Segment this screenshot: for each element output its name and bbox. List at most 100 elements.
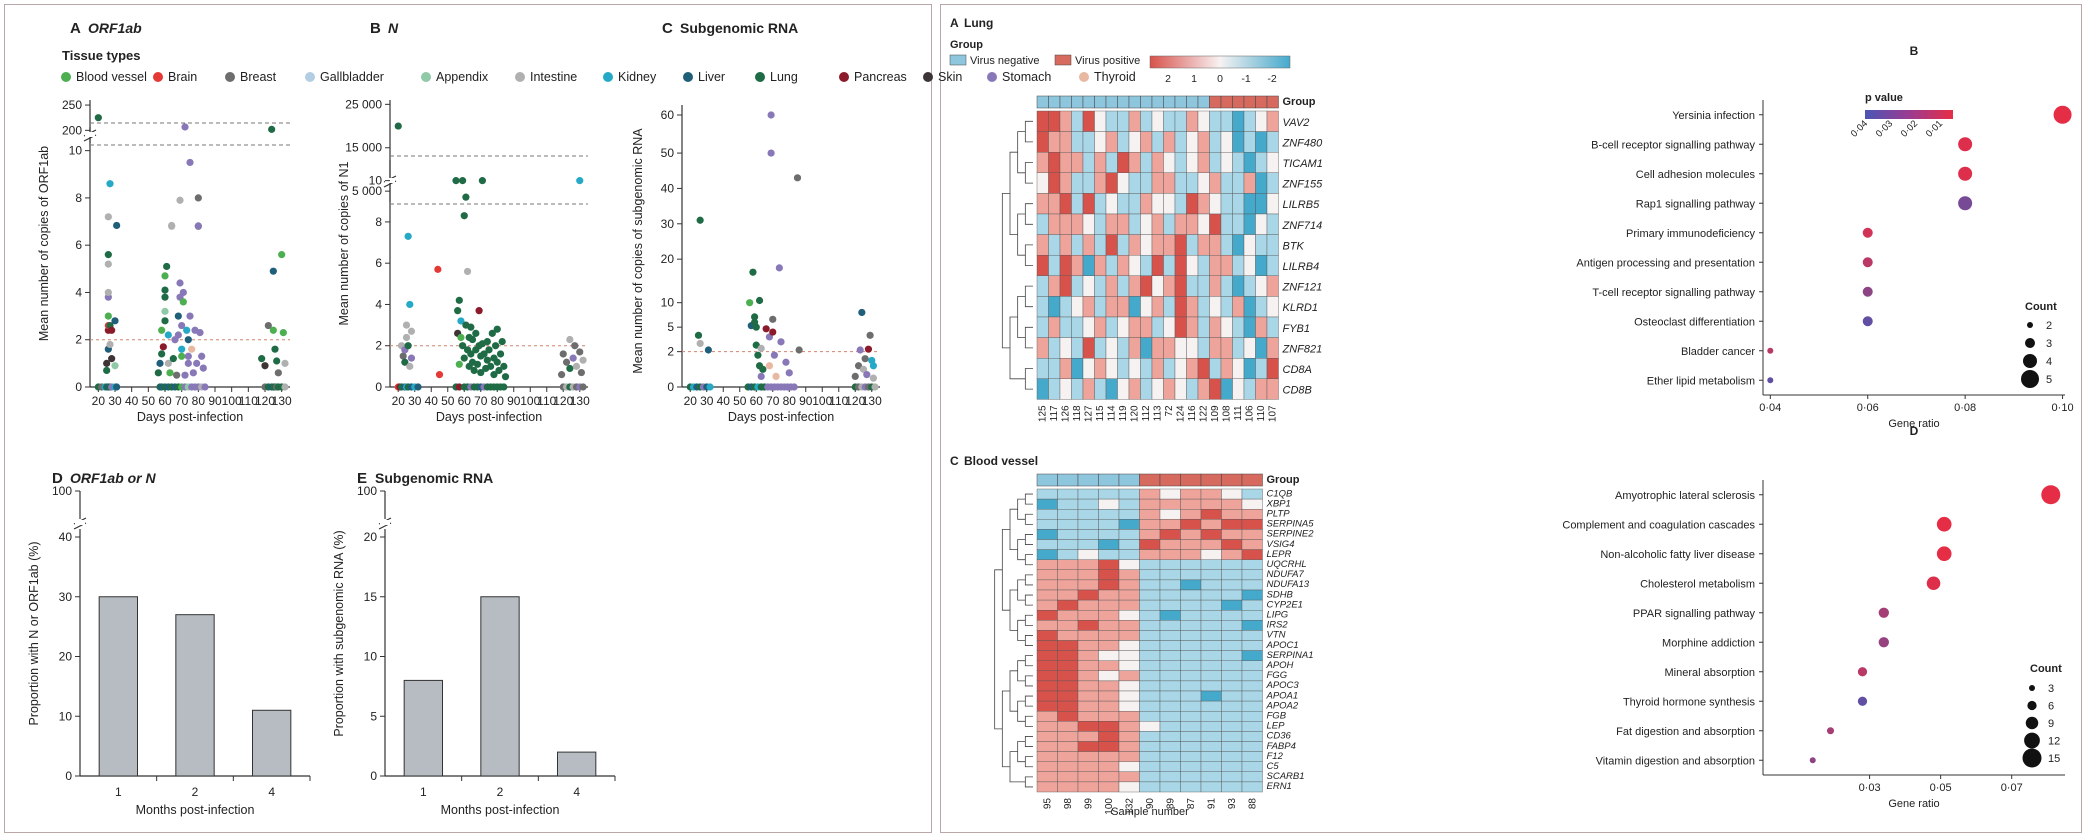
dendrogram-branch bbox=[1017, 498, 1026, 520]
data-point bbox=[472, 329, 480, 337]
data-point bbox=[457, 333, 465, 342]
pathway-label: Amyotrophic lateral sclerosis bbox=[1615, 490, 1755, 502]
count-legend-title: Count bbox=[2025, 301, 2057, 313]
data-point bbox=[158, 350, 166, 358]
y-tick-label: 20 bbox=[59, 650, 73, 664]
data-point bbox=[470, 366, 478, 375]
x-axis-label: Days post-infection bbox=[436, 410, 542, 424]
row-label: ZNF155 bbox=[1282, 179, 1324, 191]
y-tick-label: 8 bbox=[375, 215, 382, 229]
row-label: LILRB4 bbox=[1283, 261, 1320, 273]
row-label: BTK bbox=[1283, 240, 1305, 252]
heatmap-cell bbox=[1082, 316, 1095, 338]
heatmap-cell bbox=[1243, 254, 1256, 276]
heatmap-cell bbox=[1180, 630, 1202, 641]
row-label: FABP4 bbox=[1267, 741, 1296, 752]
legend-marker-gallbladder bbox=[305, 72, 315, 82]
data-point bbox=[181, 123, 189, 131]
heatmap-cell bbox=[1241, 680, 1263, 692]
heatmap-cell bbox=[1241, 700, 1263, 712]
pathway-label: Vitamin digestion and absorption bbox=[1596, 755, 1755, 767]
column-label: 90 bbox=[1145, 798, 1156, 810]
data-point bbox=[273, 357, 281, 365]
heatmap-cell bbox=[1140, 193, 1153, 215]
heatmap-cell bbox=[1151, 378, 1164, 400]
heatmap-cell bbox=[1180, 519, 1202, 530]
row-label: LEPR bbox=[1267, 549, 1292, 560]
heatmap-cell bbox=[1098, 620, 1120, 631]
dendrogram-branch bbox=[1017, 619, 1026, 641]
heatmap-cell bbox=[1105, 213, 1118, 235]
dendrogram-branch bbox=[1017, 131, 1026, 174]
legend-label-brain: Brain bbox=[168, 70, 197, 84]
row-label: CYP2E1 bbox=[1267, 599, 1303, 610]
pathway-label: Primary immunodeficiency bbox=[1626, 228, 1755, 240]
heatmap-cell bbox=[1082, 358, 1095, 380]
data-point bbox=[859, 365, 868, 373]
data-point bbox=[572, 362, 581, 370]
heatmap-cell bbox=[1036, 711, 1058, 722]
heatmap-cell bbox=[1118, 519, 1140, 530]
x-tick-label: 30 bbox=[408, 394, 422, 408]
heatmap-cell bbox=[1220, 131, 1233, 153]
group-row-label: Group bbox=[1267, 474, 1300, 486]
heatmap-cell bbox=[1243, 213, 1256, 235]
y-tick-label: 40 bbox=[59, 530, 73, 544]
heatmap-cell bbox=[1241, 660, 1263, 672]
heatmap-cell bbox=[1082, 337, 1095, 359]
data-point bbox=[757, 372, 765, 380]
enrichment-dot bbox=[1878, 607, 1889, 618]
heatmap-cell bbox=[1077, 579, 1099, 591]
heatmap-cell bbox=[1241, 690, 1263, 702]
heatmap-cell bbox=[1077, 589, 1099, 601]
dendrogram-branch bbox=[1017, 539, 1026, 561]
heatmap-cell bbox=[1197, 193, 1210, 215]
data-point bbox=[775, 264, 783, 272]
data-point bbox=[769, 328, 777, 336]
heatmap-cell bbox=[1139, 660, 1161, 672]
data-point bbox=[402, 333, 411, 342]
heatmap-cell bbox=[1140, 254, 1153, 276]
row-label: VAV2 bbox=[1283, 117, 1310, 129]
heatmap-cell bbox=[1159, 781, 1181, 793]
data-point bbox=[161, 293, 169, 301]
heatmap-cell bbox=[1128, 131, 1141, 153]
heatmap-cell bbox=[1159, 549, 1181, 560]
heatmap-cell bbox=[1186, 193, 1199, 215]
heatmap-cell bbox=[1220, 172, 1233, 194]
panel-letter: A bbox=[70, 20, 81, 37]
heatmap-cell bbox=[1255, 213, 1268, 235]
data-point bbox=[264, 321, 272, 330]
dendrogram-branch bbox=[1024, 675, 1033, 687]
legend-label-appendix: Appendix bbox=[436, 70, 489, 84]
data-point bbox=[161, 272, 169, 280]
color-scale-tick: 2 bbox=[1165, 73, 1171, 85]
heatmap-cell bbox=[1071, 131, 1084, 153]
heatmap-cell bbox=[1197, 275, 1210, 297]
data-point bbox=[782, 358, 790, 366]
heatmap-cell bbox=[1059, 316, 1072, 338]
dendrogram-branch bbox=[1001, 529, 1010, 611]
x-axis-label: Gene ratio bbox=[1888, 798, 1939, 810]
heatmap-cell bbox=[1151, 316, 1164, 338]
heatmap-cell bbox=[1082, 275, 1095, 297]
heatmap-cell bbox=[1200, 690, 1222, 702]
heatmap-cell bbox=[1071, 358, 1084, 380]
heatmap-cell bbox=[1163, 337, 1176, 359]
heatmap-cell bbox=[1048, 296, 1061, 318]
heatmap-cell bbox=[1128, 316, 1141, 338]
heatmap-cell bbox=[1209, 131, 1222, 153]
heatmap-cell bbox=[1209, 172, 1222, 194]
dendrogram-branch bbox=[1024, 368, 1033, 390]
heatmap-cell bbox=[1118, 539, 1140, 550]
data-point bbox=[183, 326, 191, 334]
heatmap-cell bbox=[1139, 569, 1161, 581]
heatmap-cell bbox=[1200, 539, 1222, 550]
x-tick-label: 0·08 bbox=[1954, 402, 1976, 414]
data-point bbox=[94, 114, 102, 122]
legend-marker-skin bbox=[923, 72, 933, 82]
group-cell bbox=[1117, 95, 1130, 109]
heatmap-cell bbox=[1159, 761, 1181, 773]
count-legend-dot bbox=[2027, 322, 2033, 328]
data-point bbox=[104, 213, 112, 221]
